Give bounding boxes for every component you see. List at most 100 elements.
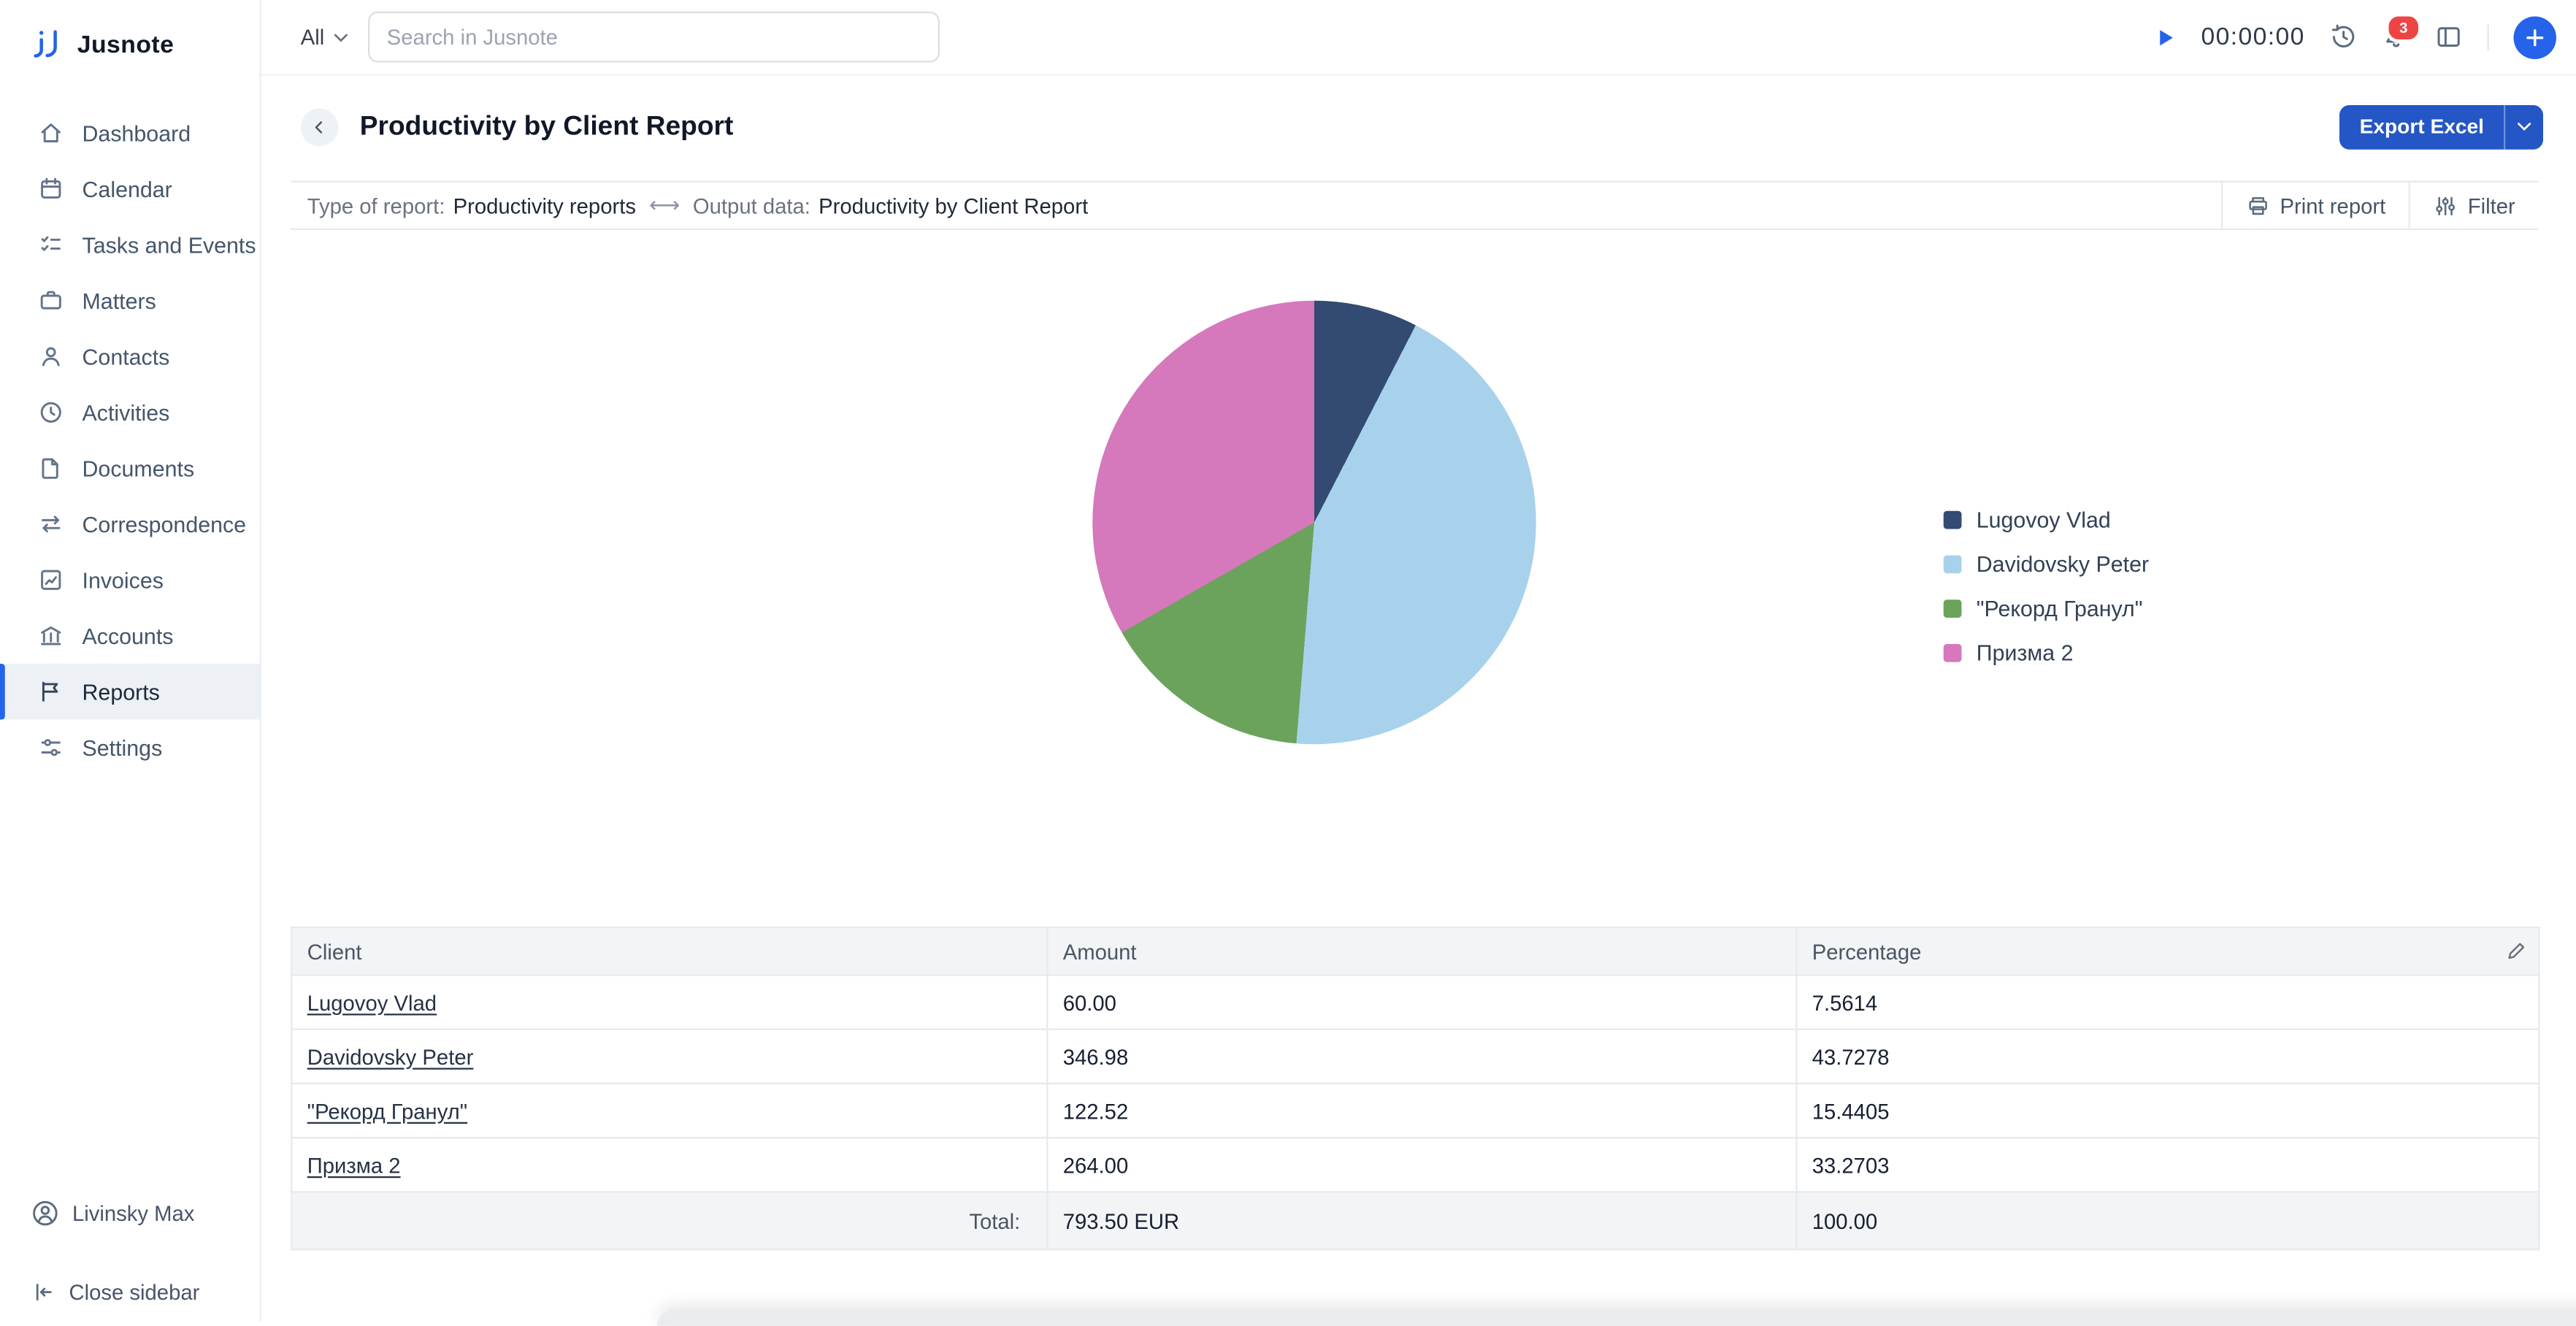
export-options-caret[interactable]	[2504, 104, 2543, 149]
client-cell: Lugovoy Vlad	[291, 975, 1047, 1029]
sidebar-item-correspondence[interactable]: Correspondence	[0, 497, 260, 553]
plus-icon	[2523, 26, 2547, 49]
sidebar-item-contacts[interactable]: Contacts	[0, 329, 260, 385]
page-title: Productivity by Client Report	[360, 111, 734, 142]
legend-label: "Рекорд Гранул"	[1977, 597, 2143, 621]
calendar-icon	[38, 176, 64, 202]
print-report-label: Print report	[2280, 193, 2386, 218]
output-data-value: Productivity by Client Report	[819, 193, 1088, 218]
legend-item: Lugovoy Vlad	[1944, 498, 2149, 543]
settings-icon	[38, 735, 64, 761]
chevron-down-icon	[2517, 122, 2531, 132]
collapse-sidebar-icon	[31, 1280, 56, 1305]
filter-button[interactable]: Filter	[2409, 183, 2539, 229]
total-label: Total:	[291, 1192, 1047, 1249]
topbar-divider	[2488, 24, 2489, 50]
page-header: Productivity by Client Report Export Exc…	[260, 76, 2576, 178]
sidebar-item-documents[interactable]: Documents	[0, 440, 260, 497]
sidebar-item-calendar[interactable]: Calendar	[0, 161, 260, 218]
edit-columns-button[interactable]	[2505, 940, 2526, 962]
type-of-report-value: Productivity reports	[453, 193, 636, 218]
user-profile[interactable]: Livinsky Max	[31, 1200, 195, 1227]
column-header-client[interactable]: Client	[291, 927, 1047, 975]
legend-item: Призма 2	[1944, 631, 2149, 675]
pie-chart	[1092, 301, 1536, 745]
accounts-icon	[38, 623, 64, 649]
filter-icon	[2433, 193, 2458, 218]
sidebar-item-label: Calendar	[83, 177, 172, 202]
back-button[interactable]	[301, 107, 339, 145]
search-scope-label: All	[301, 25, 325, 50]
close-sidebar-button[interactable]: Close sidebar	[31, 1280, 200, 1305]
search-input[interactable]	[369, 12, 940, 63]
sidebar-item-tasks[interactable]: Tasks and Events	[0, 217, 260, 273]
percentage-cell: 15.4405	[1796, 1084, 2539, 1138]
panel-view-button[interactable]	[2435, 23, 2463, 51]
sidebar-item-label: Contacts	[83, 344, 170, 369]
brand-name: Jusnote	[77, 31, 175, 58]
sidebar-item-label: Tasks and Events	[83, 232, 256, 257]
notifications-button[interactable]: 3	[2383, 23, 2410, 51]
sidebar-item-reports[interactable]: Reports	[0, 664, 260, 720]
create-new-button[interactable]	[2514, 15, 2557, 58]
sidebar-item-label: Reports	[83, 679, 160, 704]
client-link[interactable]: Davidovsky Peter	[307, 1044, 474, 1069]
sidebar-item-accounts[interactable]: Accounts	[0, 608, 260, 664]
sidebar-item-settings[interactable]: Settings	[0, 720, 260, 776]
table-total-row: Total: 793.50 EUR 100.00	[291, 1192, 2539, 1249]
logo[interactable]: Jusnote	[30, 26, 260, 63]
total-amount: 793.50 EUR	[1047, 1192, 1796, 1249]
timer-history-button[interactable]	[2330, 23, 2358, 51]
sidebar-item-label: Settings	[83, 735, 163, 760]
bottom-sheet-edge	[657, 1309, 2576, 1326]
sidebar-item-activities[interactable]: Activities	[0, 385, 260, 441]
printer-icon	[2245, 193, 2270, 218]
board-icon	[2435, 23, 2463, 51]
notification-badge: 3	[2385, 13, 2422, 43]
sidebar-item-matters[interactable]: Matters	[0, 273, 260, 329]
timer-play-button[interactable]	[2155, 26, 2177, 49]
user-avatar-icon	[31, 1200, 59, 1227]
amount-cell: 264.00	[1047, 1138, 1796, 1192]
sidebar-item-invoices[interactable]: Invoices	[0, 552, 260, 608]
play-icon	[2155, 26, 2177, 49]
legend-swatch	[1944, 511, 1962, 529]
export-excel-button[interactable]: Export Excel	[2340, 104, 2543, 149]
table-header-row: Client Amount Percentage	[291, 927, 2539, 975]
history-icon	[2330, 23, 2358, 51]
export-excel-label: Export Excel	[2340, 104, 2504, 149]
sidebar-item-dashboard[interactable]: Dashboard	[0, 105, 260, 161]
sidebar-item-label: Documents	[83, 456, 195, 480]
search-scope-dropdown[interactable]: All	[301, 25, 349, 50]
filter-label: Filter	[2468, 193, 2515, 218]
column-header-percentage[interactable]: Percentage	[1796, 927, 2539, 975]
print-report-button[interactable]: Print report	[2221, 183, 2409, 229]
client-cell: Davidovsky Peter	[291, 1030, 1047, 1084]
user-name: Livinsky Max	[72, 1201, 194, 1226]
contacts-icon	[38, 343, 64, 369]
client-link[interactable]: Lugovoy Vlad	[307, 990, 437, 1015]
client-link[interactable]: "Рекорд Гранул"	[307, 1098, 467, 1123]
percentage-header-label: Percentage	[1812, 939, 1922, 964]
chevron-left-icon	[310, 116, 329, 137]
tasks-icon	[38, 231, 64, 258]
mapping-arrow: ⟷	[649, 192, 680, 218]
sidebar-nav: Dashboard Calendar Tasks and Events Matters…	[0, 105, 260, 775]
column-header-amount[interactable]: Amount	[1047, 927, 1796, 975]
amount-cell: 346.98	[1047, 1030, 1796, 1084]
jusnote-logo-icon	[30, 26, 66, 63]
main-content: All 00:00:00 3	[260, 0, 2576, 1321]
percentage-cell: 33.2703	[1796, 1138, 2539, 1192]
documents-icon	[38, 455, 64, 481]
percentage-cell: 43.7278	[1796, 1030, 2539, 1084]
sidebar-item-label: Accounts	[83, 624, 174, 648]
sidebar-item-label: Correspondence	[83, 512, 247, 537]
client-cell: "Рекорд Гранул"	[291, 1084, 1047, 1138]
client-link[interactable]: Призма 2	[307, 1152, 401, 1177]
timer-display: 00:00:00	[2201, 23, 2305, 51]
type-of-report-label: Type of report:	[307, 193, 445, 218]
active-item-accent	[0, 664, 5, 720]
